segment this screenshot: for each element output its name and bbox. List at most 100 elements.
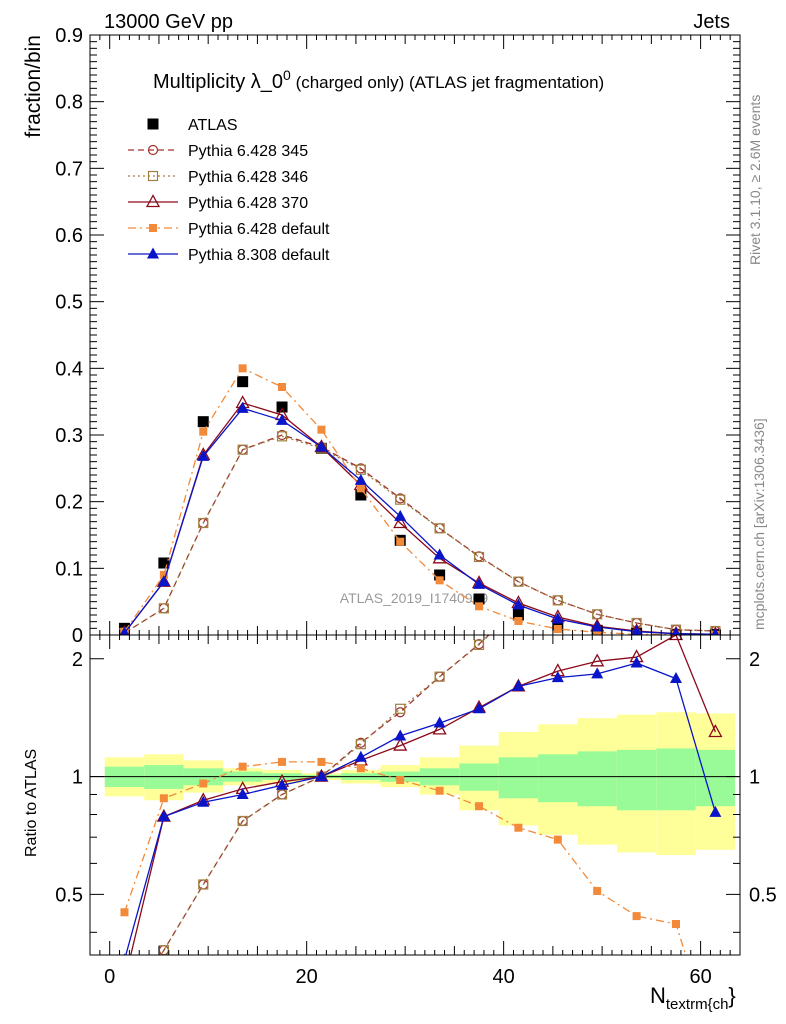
header-left-label: 13000 GeV pp	[104, 11, 233, 33]
legend-marker	[145, 194, 161, 208]
data-point-p345	[593, 516, 602, 525]
ratio-y-tick-label-right: 1	[749, 767, 760, 789]
data-point-p8default	[197, 795, 210, 807]
header-right-label: Jets	[693, 11, 730, 33]
data-point-p346	[276, 431, 288, 442]
data-point-p346	[671, 419, 680, 428]
data-point-p8default	[473, 702, 486, 714]
data-point-p346	[237, 444, 248, 455]
legend-marker	[147, 247, 159, 259]
ratio-y-tick-label: 0.5	[55, 884, 83, 906]
data-point-p346	[434, 671, 445, 682]
data-point-p6default	[553, 835, 562, 844]
y-tick-label: 0.2	[55, 492, 83, 514]
data-point-p6default	[435, 576, 444, 585]
data-point-p8default	[669, 672, 682, 684]
ratio-y-axis-label: Ratio to ATLAS	[23, 749, 40, 857]
data-point-p346	[395, 494, 406, 505]
data-point-p346	[198, 517, 209, 529]
data-point-p8default	[433, 716, 446, 728]
data-point-p8default	[119, 626, 130, 635]
data-point-p345	[711, 468, 720, 477]
data-point-p6default	[238, 762, 247, 771]
data-point-p8default	[276, 413, 289, 425]
legend-marker	[147, 170, 159, 182]
legend: ATLAS Pythia 6.428 345 Pythia 6.428 346 Pyt…	[128, 117, 330, 264]
data-point-p346	[434, 523, 445, 534]
legend-label: Pythia 6.428 default	[188, 221, 330, 238]
data-point-atlas	[434, 569, 446, 581]
uncertainty-band-inner	[538, 754, 578, 803]
data-point-p8default	[630, 656, 643, 668]
y-tick-label: 0.6	[55, 225, 83, 247]
data-point-p345	[120, 1008, 129, 1017]
y-tick-label: 0	[72, 625, 83, 647]
x-tick-label: 40	[493, 966, 515, 988]
uncertainty-band-inner	[616, 749, 657, 811]
uncertainty-band-inner	[695, 749, 736, 807]
series-p8default	[119, 401, 720, 635]
y-tick-label: 0.1	[55, 558, 83, 580]
data-point-p346	[711, 468, 720, 477]
y-tick-label: 0.3	[55, 425, 83, 447]
legend-label: ATLAS	[188, 117, 238, 134]
legend-marker	[147, 144, 159, 156]
x-tick-label: 60	[689, 966, 711, 988]
data-point-p346	[553, 559, 562, 568]
data-point-p8default	[671, 627, 681, 635]
series-p345	[119, 429, 721, 635]
data-point-p8default	[354, 473, 367, 485]
data-point-p6default	[199, 427, 208, 436]
data-point-p8default	[236, 787, 249, 799]
series-line-p370	[130, 635, 717, 955]
data-point-p6default	[632, 912, 641, 921]
data-point-p6default	[159, 571, 168, 579]
data-point-p370	[668, 635, 684, 641]
data-point-p8default	[236, 401, 249, 413]
data-point-p6default	[514, 823, 523, 832]
data-point-p6default	[356, 764, 365, 773]
data-point-p6default	[593, 628, 602, 635]
data-point-atlas	[237, 376, 249, 388]
x-tick-label: 20	[296, 966, 318, 988]
series-p6default	[120, 757, 687, 955]
data-point-p6default	[593, 887, 602, 896]
legend-item-p8default: Pythia 8.308 default	[128, 247, 330, 264]
uncertainty-band-inner	[459, 763, 499, 791]
data-point-p6default	[475, 802, 484, 811]
uncertainty-band-inner	[498, 757, 539, 799]
data-point-p6default	[396, 775, 405, 784]
data-point-p8default	[512, 598, 525, 610]
data-point-p6default	[514, 617, 523, 625]
legend-item-p345: Pythia 6.428 345	[128, 143, 308, 160]
data-point-p6default	[475, 602, 484, 611]
data-point-p8default	[315, 440, 328, 452]
data-point-p345	[395, 707, 406, 718]
y-tick-label: 0.4	[55, 358, 83, 380]
data-point-p346	[552, 595, 563, 606]
data-point-p346	[237, 815, 248, 827]
data-point-p8default	[591, 620, 604, 632]
legend-label: Pythia 8.308 default	[188, 247, 330, 264]
data-point-p345	[632, 468, 641, 477]
data-point-p6default	[356, 484, 365, 493]
data-point-p8default	[473, 577, 486, 589]
data-point-p8default	[591, 667, 604, 679]
data-point-p346	[276, 789, 288, 800]
data-point-p346	[513, 576, 524, 587]
data-point-p8default	[157, 810, 170, 822]
data-point-p346	[473, 551, 485, 563]
data-point-p8default	[512, 679, 525, 691]
data-point-p346	[158, 603, 169, 614]
series-line-p8default	[123, 407, 716, 635]
data-point-p370	[118, 975, 130, 986]
uncertainty-band-inner	[656, 748, 696, 811]
data-point-atlas	[158, 557, 170, 569]
data-point-p346	[593, 516, 602, 525]
data-point-p8default	[709, 805, 722, 817]
analysis-watermark: ATLAS_2019_I1740909	[340, 590, 489, 606]
data-point-p370	[630, 623, 644, 635]
legend-item-p370: Pythia 6.428 370	[128, 194, 308, 212]
legend-item-atlas: ATLAS	[147, 117, 238, 134]
mcplots-label: mcplots.cern.ch [arXiv:1306.3436]	[751, 418, 767, 630]
